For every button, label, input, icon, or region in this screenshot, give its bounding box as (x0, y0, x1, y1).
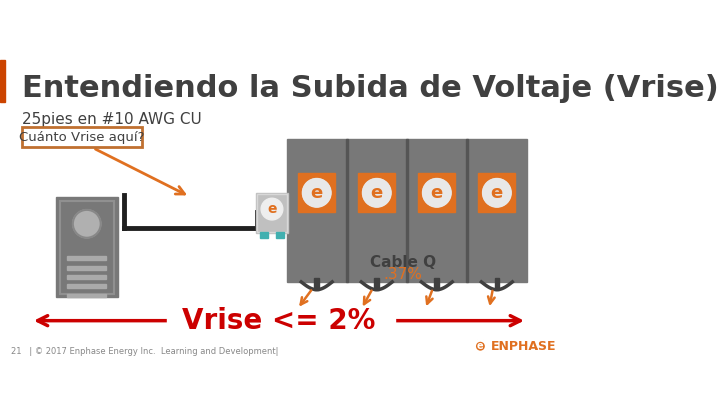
Circle shape (423, 179, 451, 207)
Bar (418, 173, 455, 212)
Bar (406, 139, 408, 282)
Bar (68, 284, 106, 288)
Text: e: e (267, 202, 276, 216)
Text: Cuánto Vrise aquí?: Cuánto Vrise aquí? (19, 130, 145, 143)
Text: e: e (371, 184, 383, 202)
Text: e: e (491, 184, 503, 202)
Text: 21   | © 2017 Enphase Energy Inc.  Learning and Development|: 21 | © 2017 Enphase Energy Inc. Learning… (11, 347, 279, 356)
Bar (0, 60, 6, 102)
Circle shape (303, 179, 330, 207)
Circle shape (261, 198, 283, 220)
Bar (298, 173, 335, 212)
Text: 25pies en #10 AWG CU: 25pies en #10 AWG CU (22, 112, 202, 127)
Bar (315, 278, 319, 290)
Text: e: e (431, 184, 443, 202)
Circle shape (483, 179, 510, 207)
Circle shape (363, 179, 391, 207)
Circle shape (73, 210, 101, 238)
Text: ENPHASE: ENPHASE (491, 340, 557, 353)
Text: .37%: .37% (384, 266, 423, 281)
Bar (256, 193, 288, 233)
Text: Entendiendo la Subida de Voltaje (Vrise): Entendiendo la Subida de Voltaje (Vrise) (22, 74, 719, 103)
Bar (68, 275, 106, 279)
Text: e: e (310, 184, 323, 202)
Text: e: e (477, 341, 484, 351)
Bar (68, 256, 106, 260)
Bar (466, 139, 467, 282)
Text: Cable Q: Cable Q (370, 255, 436, 270)
Bar (261, 232, 268, 238)
Bar (68, 266, 106, 269)
Bar (479, 173, 516, 212)
Bar (60, 200, 114, 294)
Circle shape (474, 340, 487, 352)
Bar (166, 308, 395, 333)
FancyBboxPatch shape (22, 127, 142, 147)
Bar (374, 278, 379, 290)
Bar (276, 232, 284, 238)
Text: .: . (534, 340, 539, 353)
Bar (359, 173, 395, 212)
Bar (55, 197, 118, 297)
Text: Vrise <= 2%: Vrise <= 2% (182, 307, 376, 335)
Bar (68, 294, 106, 297)
Bar (495, 278, 499, 290)
Bar (257, 194, 287, 232)
Bar (434, 278, 439, 290)
Text: Vrise <= 2%: Vrise <= 2% (182, 307, 376, 335)
Bar (346, 139, 348, 282)
Bar (287, 139, 527, 282)
